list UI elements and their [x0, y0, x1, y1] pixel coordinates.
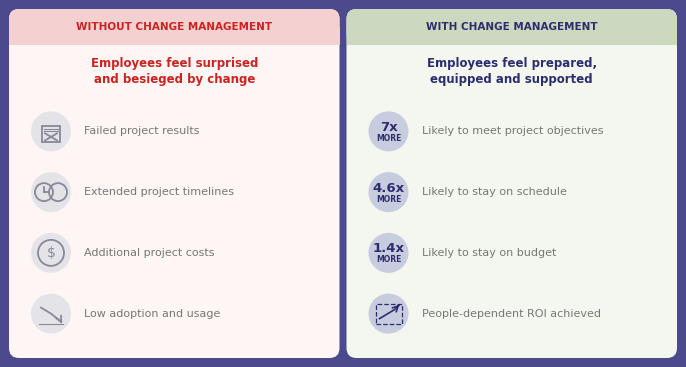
Circle shape: [31, 233, 71, 273]
Text: Likely to meet project objectives: Likely to meet project objectives: [421, 126, 603, 137]
Text: and besieged by change: and besieged by change: [93, 73, 255, 86]
Text: MORE: MORE: [376, 255, 401, 264]
Text: Employees feel prepared,: Employees feel prepared,: [427, 57, 597, 69]
Text: Low adoption and usage: Low adoption and usage: [84, 309, 220, 319]
Text: Likely to stay on budget: Likely to stay on budget: [421, 248, 556, 258]
Text: Additional project costs: Additional project costs: [84, 248, 215, 258]
Text: Likely to stay on schedule: Likely to stay on schedule: [421, 187, 567, 197]
Text: WITH CHANGE MANAGEMENT: WITH CHANGE MANAGEMENT: [426, 22, 598, 32]
Circle shape: [368, 172, 408, 212]
Text: Employees feel surprised: Employees feel surprised: [91, 57, 258, 69]
Text: 7x: 7x: [379, 121, 397, 134]
Text: MORE: MORE: [376, 134, 401, 143]
Text: 4.6x: 4.6x: [372, 182, 405, 195]
Bar: [346, 27, 677, 45]
FancyBboxPatch shape: [346, 9, 677, 45]
Text: WITHOUT CHANGE MANAGEMENT: WITHOUT CHANGE MANAGEMENT: [76, 22, 272, 32]
Text: MORE: MORE: [376, 195, 401, 204]
Text: People-dependent ROI achieved: People-dependent ROI achieved: [421, 309, 600, 319]
Circle shape: [31, 111, 71, 151]
FancyBboxPatch shape: [346, 9, 677, 358]
Circle shape: [31, 294, 71, 334]
Text: Failed project results: Failed project results: [84, 126, 200, 137]
Text: Extended project timelines: Extended project timelines: [84, 187, 234, 197]
FancyBboxPatch shape: [9, 9, 340, 358]
Circle shape: [368, 111, 408, 151]
Circle shape: [368, 294, 408, 334]
Circle shape: [368, 233, 408, 273]
Bar: [375, 304, 401, 324]
Bar: [9, 27, 340, 45]
Text: $: $: [47, 246, 56, 260]
Text: 1.4x: 1.4x: [372, 242, 405, 255]
FancyBboxPatch shape: [9, 9, 340, 45]
Circle shape: [31, 172, 71, 212]
Text: equipped and supported: equipped and supported: [430, 73, 593, 86]
Bar: [42, 126, 60, 142]
